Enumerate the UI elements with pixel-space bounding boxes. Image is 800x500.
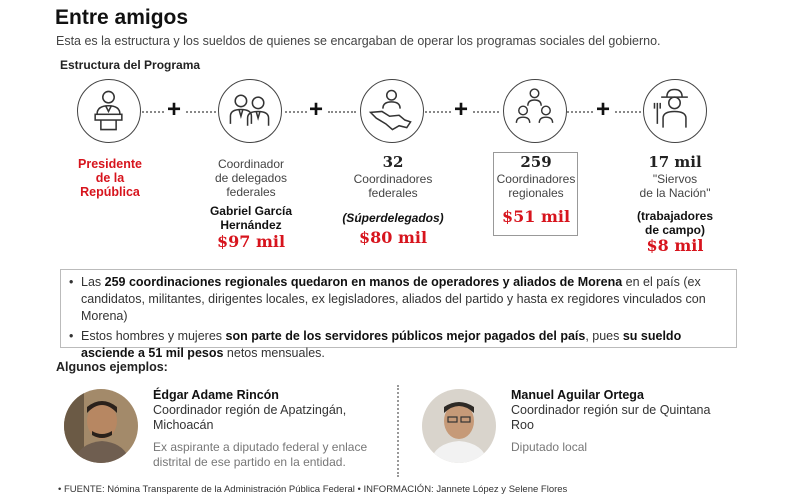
person-photo [64, 389, 138, 463]
regional-coordinators-label: 259 Coordinadores regionales $51 mil [481, 153, 591, 226]
person1-role: Coordinador región de Apatzingán, Michoa… [153, 403, 347, 432]
farmer-icon [643, 79, 707, 143]
salary-value: $51 mil [501, 207, 571, 226]
divider [397, 385, 399, 477]
bullet-item: • Las 259 coordinaciones regionales qued… [69, 275, 706, 323]
plus-icon: + [596, 96, 611, 123]
plus-icon: + [454, 96, 469, 123]
person2-description: Diputado local [511, 440, 588, 454]
person2-role: Coordinador región sur de Quintana Roo [511, 403, 711, 432]
plus-icon: + [167, 96, 182, 123]
person-photo [422, 389, 496, 463]
salary-value: $97 mil [216, 232, 286, 251]
count-value: 17 mil [648, 153, 702, 171]
count-value: 259 [520, 153, 552, 171]
person1-name: Édgar Adame Rincón [153, 388, 279, 402]
connector-dots [328, 111, 356, 113]
salary-value: $8 mil [646, 236, 704, 255]
examples-title: Algunos ejemplos: [56, 360, 168, 374]
info-box: • Las 259 coordinaciones regionales qued… [60, 269, 737, 360]
connector-dots [425, 111, 451, 113]
coordinator-name: Gabriel García [209, 204, 293, 218]
connector-dots [142, 111, 164, 113]
person2-name: Manuel Aguilar Ortega [511, 388, 644, 402]
official-map-icon [360, 79, 424, 143]
group-officials-icon [503, 79, 567, 143]
page-subtitle: Esta es la estructura y los sueldos de q… [56, 34, 661, 48]
person1-description: Ex aspirante a diputado federal y enlace… [153, 440, 368, 469]
footer-source: • FUENTE: Nómina Transparente de la Admi… [58, 484, 568, 495]
section-title: Estructura del Programa [60, 58, 201, 72]
connector-dots [186, 111, 216, 113]
plus-icon: + [309, 96, 324, 123]
connector-dots [567, 111, 593, 113]
highlight-box [493, 152, 578, 236]
page-title: Entre amigos [55, 6, 189, 29]
two-officials-icon [218, 79, 282, 143]
connector-dots [615, 111, 641, 113]
coordinator-delegates-label: Coordinador de delegados federales Gabri… [196, 157, 306, 251]
connector-dots [473, 111, 499, 113]
servants-label: 17 mil "Siervos de la Nación" (trabajado… [620, 153, 730, 255]
salary-value: $80 mil [358, 228, 428, 247]
count-value: 32 [382, 153, 404, 171]
president-label: Presidente de la República [78, 157, 142, 199]
president-podium-icon [77, 79, 141, 143]
connector-dots [285, 111, 307, 113]
bullet-item: • Estos hombres y mujeres son parte de l… [69, 329, 682, 360]
federal-coordinators-label: 32 Coordinadores federales (Súperdelegad… [338, 153, 448, 247]
